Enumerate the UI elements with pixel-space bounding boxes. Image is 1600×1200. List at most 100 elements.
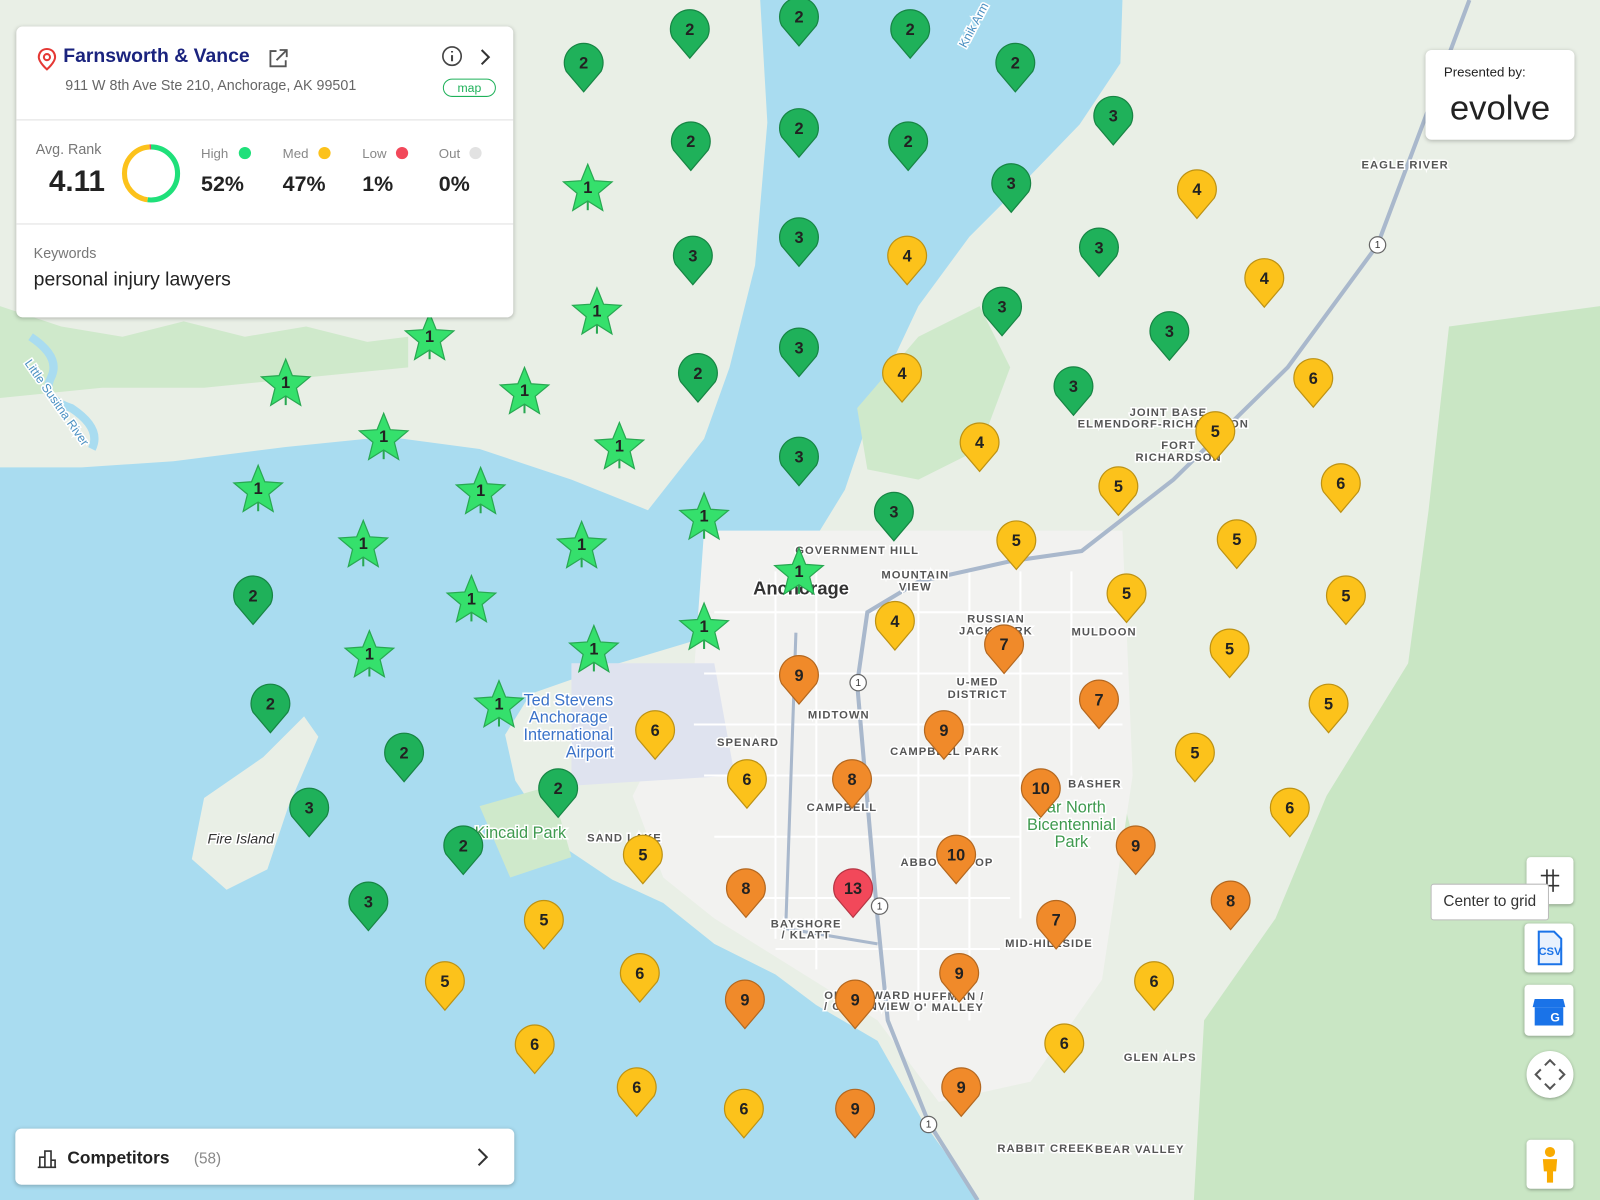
pin-rank: 3: [305, 799, 314, 817]
pin-rank: 5: [1190, 744, 1199, 762]
business-name[interactable]: Farnsworth & Vance: [63, 45, 250, 68]
pin-rank: 9: [957, 1079, 966, 1097]
pin-star: [357, 411, 410, 461]
pin-drop: [941, 1067, 982, 1118]
pin-rank: 5: [539, 912, 548, 930]
pin-rank: 2: [400, 744, 409, 762]
pin-rank: 3: [889, 504, 898, 522]
grid-icon: [1540, 869, 1560, 892]
business-address: 911 W 8th Ave Ste 210, Anchorage, AK 995…: [65, 76, 357, 93]
pin-rank: 2: [266, 695, 275, 713]
chevron-icon[interactable]: [478, 47, 494, 67]
pin-rank: 3: [1069, 378, 1078, 396]
stat-name: Out: [438, 145, 461, 162]
pin-drop: [1177, 169, 1217, 220]
pin-rank: 1: [425, 328, 434, 346]
map-label: GOVERNMENT HILL: [795, 545, 919, 557]
pin-drop: [622, 834, 663, 885]
map-label: Bicentennial: [1027, 816, 1116, 834]
pin-rank: 6: [1309, 370, 1318, 388]
pin-rank: 3: [688, 247, 697, 265]
pin-drop: [887, 235, 928, 286]
pin-drop: [1036, 899, 1077, 950]
rank-pin: 6: [1044, 1023, 1085, 1074]
pin-rank: 5: [1341, 587, 1350, 605]
pin-rank: 1: [281, 374, 290, 392]
external-link-icon[interactable]: [267, 47, 289, 69]
rank-pin: 7: [984, 624, 1025, 675]
pin-drop: [384, 732, 425, 783]
pin-rank: 1: [794, 563, 803, 581]
pin-rank: 2: [794, 9, 803, 27]
pin-rank: 8: [848, 771, 857, 789]
rank-pin: 5: [1106, 573, 1147, 624]
pin-drop: [873, 491, 914, 542]
pin-rank: 3: [794, 339, 803, 357]
rank-pin: 6: [635, 710, 676, 761]
pin-rank: 9: [939, 722, 948, 740]
pin-drop: [1044, 1023, 1085, 1074]
competitors-bar[interactable]: Competitors (58): [15, 1128, 515, 1185]
pin-drop: [959, 422, 1000, 473]
rank-pin: 1: [454, 465, 507, 515]
map-tag[interactable]: map: [442, 78, 496, 97]
road-shield: [919, 1115, 938, 1134]
gbp-button[interactable]: G: [1524, 984, 1574, 1036]
pin-rank: 3: [1094, 239, 1103, 257]
info-icon[interactable]: [441, 45, 463, 67]
pin-star: [571, 286, 623, 336]
business-card: Farnsworth & Vance 911 W 8th Ave Ste 210…: [16, 26, 514, 318]
pin-star: [593, 420, 646, 470]
pin-drop: [779, 436, 819, 487]
pin-drop: [1115, 825, 1156, 876]
rank-pin: 4: [1244, 258, 1285, 309]
pan-button[interactable]: [1526, 1051, 1574, 1098]
rank-pin: 3: [779, 436, 819, 487]
pin-rank: 1: [700, 618, 709, 636]
road-shield: [870, 897, 889, 915]
rank-pin: 4: [959, 422, 1000, 473]
stat-name: High: [201, 145, 229, 162]
rank-pin: 6: [1293, 358, 1334, 409]
pin-rank: 8: [1226, 892, 1235, 910]
rank-pin: 3: [1079, 227, 1119, 278]
map-label: RICHARDSON: [1135, 452, 1221, 464]
rank-pin: 1: [571, 286, 623, 336]
gbp-text: G: [1550, 1010, 1560, 1024]
map-label: HUFFMAN /: [914, 991, 985, 1003]
pin-drop: [1216, 519, 1257, 570]
street-view-button[interactable]: [1526, 1139, 1574, 1189]
rank-pin: 1: [232, 463, 285, 513]
pin-rank: 4: [1192, 181, 1201, 199]
pin-rank: 9: [851, 1101, 860, 1119]
pin-drop: [538, 768, 579, 819]
donut-segment: [121, 144, 181, 203]
pin-drop: [991, 163, 1032, 214]
rank-pin: 9: [939, 952, 980, 1003]
pin-drop: [1053, 366, 1094, 417]
pin-drop: [1244, 258, 1285, 309]
chevron-icon: [477, 1148, 489, 1167]
pin-drop: [1308, 683, 1349, 734]
pin-rank: 9: [955, 965, 964, 983]
rank-pin: 6: [514, 1024, 555, 1075]
pin-drop: [1210, 880, 1251, 931]
map-label: CAMPBELL: [807, 802, 878, 814]
pin-drop: [1195, 411, 1236, 462]
pin-drop: [874, 600, 915, 651]
csv-button[interactable]: CSV: [1524, 923, 1574, 973]
rank-pin: 1: [343, 628, 396, 679]
map-label: RABBIT CREEK: [997, 1143, 1094, 1155]
pin-rank: 6: [1150, 973, 1159, 991]
road-shield-number: 1: [855, 678, 861, 689]
map-label: U-MED: [957, 677, 999, 689]
pin-rank: 6: [739, 1101, 748, 1119]
competitors-label: Competitors: [67, 1147, 170, 1168]
map-label: / KLATT: [781, 930, 830, 942]
map-label: MID-HILLSIDE: [1005, 938, 1093, 950]
pin-drop: [1079, 227, 1119, 278]
pin-rank: 9: [740, 991, 749, 1009]
competitors-icon: [37, 1150, 57, 1169]
pin-star: [259, 357, 312, 407]
